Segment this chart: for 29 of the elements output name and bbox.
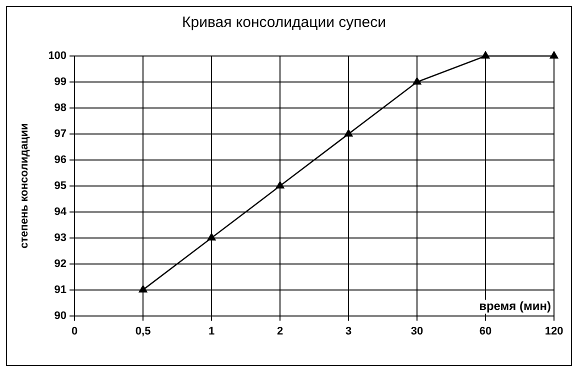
x-tick-label: 0,5 (135, 325, 151, 338)
point (276, 181, 284, 189)
x-tick-label: 2 (276, 325, 284, 338)
y-tick-label: 90 (54, 310, 67, 322)
y-tick-label: 94 (54, 206, 68, 218)
x-tick-label: 1 (208, 325, 215, 338)
point (412, 77, 422, 85)
point (344, 129, 353, 137)
x-tick-label: 0 (71, 325, 78, 338)
y-tick-label: 93 (54, 232, 67, 244)
y-tick-label: 100 (48, 50, 67, 62)
y-tick-label: 96 (54, 154, 67, 166)
y-tick-label: 91 (54, 284, 67, 296)
chart-title: Кривая консолидации супеси (182, 14, 386, 32)
x-axis-title: время (мин) (479, 299, 551, 314)
point (207, 233, 216, 241)
x-tick-label: 3 (345, 325, 352, 338)
y-tick-label: 97 (54, 128, 67, 140)
y-tick-label: 95 (54, 180, 67, 192)
y-axis-title: степень консолидации (18, 123, 31, 249)
y-tick-label: 98 (54, 102, 67, 114)
point (550, 51, 558, 59)
point (138, 285, 148, 292)
x-tick-label: 60 (479, 325, 492, 338)
x-tick-label: 120 (544, 325, 564, 338)
x-tick-label: 30 (410, 325, 424, 338)
y-tick-label: 99 (54, 76, 67, 88)
point (481, 51, 490, 59)
y-tick-label: 92 (54, 258, 67, 270)
